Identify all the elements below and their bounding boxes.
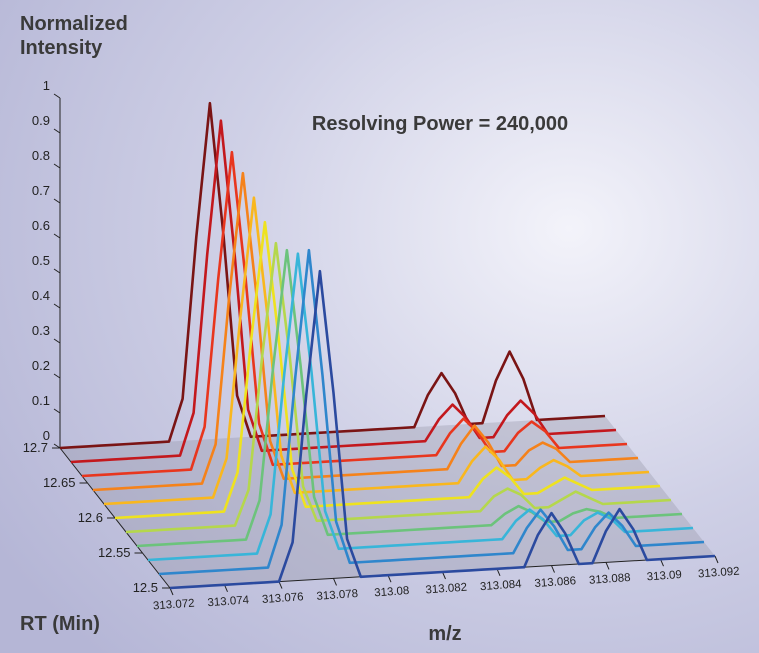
z-tick-label: 0.6 — [32, 218, 50, 233]
x-tick-label: 313.092 — [698, 566, 740, 581]
y-tick-label: 12.6 — [78, 510, 103, 525]
x-tick-label: 313.074 — [207, 594, 250, 609]
x-tick-mark — [551, 565, 555, 573]
x-axis-title: m/z — [428, 623, 461, 645]
trace-line — [136, 248, 683, 548]
trace-line — [147, 252, 694, 562]
trace-line — [103, 196, 650, 506]
z-tick-mark — [53, 268, 61, 274]
x-tick-mark — [605, 562, 610, 570]
x-tick-label: 313.09 — [646, 569, 682, 583]
z-tick-label: 0.1 — [32, 393, 50, 408]
z-tick-label: 0.8 — [32, 148, 50, 163]
x-tick-mark — [333, 578, 337, 586]
trace-line — [125, 241, 672, 534]
z-tick-mark — [53, 198, 61, 204]
y-tick-label: 12.55 — [98, 545, 131, 560]
x-tick-label: 313.086 — [534, 575, 576, 590]
z-tick-mark — [53, 303, 61, 309]
trace-line — [114, 220, 661, 520]
z-tick-mark — [53, 373, 61, 379]
y-tick-label: 12.5 — [133, 580, 158, 595]
x-tick-label: 313.084 — [480, 578, 523, 593]
z-tick-mark — [53, 233, 61, 239]
z-tick-mark — [53, 443, 61, 449]
z-tick-label: 0.5 — [32, 253, 50, 268]
z-tick-label: 0.3 — [32, 323, 50, 338]
z-tick-label: 0.4 — [32, 288, 50, 303]
x-tick-label: 313.08 — [374, 585, 410, 599]
x-tick-mark — [714, 555, 719, 564]
z-tick-label: 0.7 — [32, 183, 50, 198]
x-tick-label: 313.082 — [425, 582, 467, 597]
trace-line — [92, 171, 639, 492]
z-tick-label: 0.2 — [32, 358, 50, 373]
z-tick-mark — [53, 163, 61, 169]
y-tick-label: 12.65 — [43, 475, 76, 490]
annotation: Resolving Power = 240,000 — [312, 113, 568, 135]
z-axis-title: Normalized Intensity — [20, 13, 128, 59]
x-tick-label: 313.072 — [153, 598, 195, 613]
trace-line — [59, 101, 606, 450]
z-tick-label: 1 — [43, 78, 50, 93]
z-tick-label: 0 — [43, 428, 50, 443]
z-tick-label: 0.9 — [32, 113, 50, 128]
trace-line — [70, 119, 617, 464]
z-tick-mark — [53, 128, 61, 134]
trace-line — [81, 150, 628, 478]
z-tick-mark — [53, 338, 61, 344]
x-tick-label: 313.076 — [262, 591, 304, 606]
x-tick-label: 313.078 — [316, 588, 358, 603]
z-tick-mark — [53, 93, 61, 99]
z-tick-mark — [53, 408, 61, 414]
y-tick-label: 12.7 — [23, 440, 48, 455]
x-tick-label: 313.088 — [589, 572, 631, 587]
trace-line — [169, 269, 716, 590]
y-axis-title: RT (Min) — [20, 613, 100, 635]
